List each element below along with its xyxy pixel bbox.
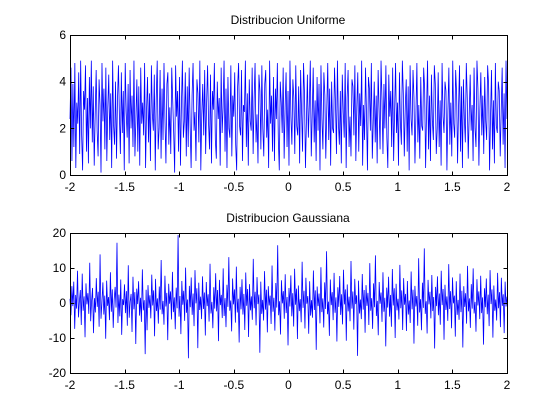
y-tick-label: 20 bbox=[53, 226, 67, 240]
x-tick-label: -0.5 bbox=[224, 378, 245, 392]
x-tick-label: 0 bbox=[285, 180, 292, 194]
x-tick-label: -2 bbox=[65, 378, 76, 392]
x-tick-label: 2 bbox=[504, 180, 511, 194]
chart-title: Distribucion Gaussiana bbox=[226, 211, 350, 225]
x-tick-label: 1 bbox=[394, 378, 401, 392]
y-tick-label: -10 bbox=[49, 331, 67, 345]
chart-title: Distribucion Uniforme bbox=[231, 13, 346, 27]
y-tick-label: 2 bbox=[59, 121, 66, 135]
y-tick-label: 6 bbox=[59, 28, 66, 42]
x-tick-label: 2 bbox=[504, 378, 511, 392]
y-tick-label: 0 bbox=[59, 296, 66, 310]
x-tick-label: 0.5 bbox=[335, 180, 352, 194]
x-tick-label: 0 bbox=[285, 378, 292, 392]
y-tick-label: 0 bbox=[59, 168, 66, 182]
x-tick-label: 1 bbox=[394, 180, 401, 194]
x-tick-label: 0.5 bbox=[335, 378, 352, 392]
x-tick-label: -1 bbox=[174, 180, 185, 194]
y-tick-label: -20 bbox=[49, 366, 67, 380]
x-tick-label: 1.5 bbox=[444, 180, 461, 194]
x-tick-label: -1.5 bbox=[114, 180, 135, 194]
y-tick-label: 10 bbox=[53, 261, 67, 275]
x-tick-label: 1.5 bbox=[444, 378, 461, 392]
y-tick-label: 4 bbox=[59, 75, 66, 89]
x-tick-label: -0.5 bbox=[224, 180, 245, 194]
x-tick-label: -2 bbox=[65, 180, 76, 194]
x-tick-label: -1.5 bbox=[114, 378, 135, 392]
x-tick-label: -1 bbox=[174, 378, 185, 392]
